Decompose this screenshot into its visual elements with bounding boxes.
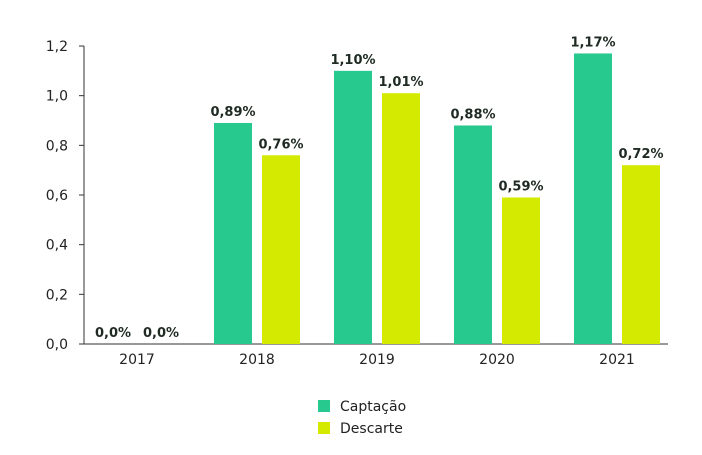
data-label: 0,72% [618,147,663,162]
data-labels-group: 0,0% 0,0% 0,89% 0,76% 1,10%1,01% 0,88% 0,59% 1,… [95,35,664,341]
bar-descarte-2021 [622,165,660,344]
x-tick-label: 2017 [119,352,155,368]
bar-descarte-2018 [262,155,300,344]
x-tick-label: 2021 [599,352,635,368]
bar-captacao-2020 [454,125,492,344]
x-axis: 2017 2018 2019 2020 2021 [84,343,668,368]
y-tick-label: 0,0 [46,337,68,353]
legend-swatch [318,422,330,434]
x-tick-label: 2020 [479,352,515,368]
y-tick-label: 1,0 [46,89,68,105]
legend: Captação Descarte [318,399,406,437]
data-label: 1,10% [330,53,375,68]
bar-descarte-2020 [502,197,540,344]
data-label: 0,0% [95,326,131,341]
bar-descarte-2019 [382,93,420,344]
x-tick-label: 2018 [239,352,275,368]
bars-group [214,53,660,344]
bar-captacao-2019 [334,70,372,344]
data-label: 0,76% [258,137,303,152]
data-label: 0,59% [498,179,543,194]
y-axis: 0,0 0,2 0,4 0,6 0,8 1,0 1,2 [46,39,85,353]
legend-label: Captação [340,399,406,415]
y-tick-label: 1,2 [46,39,68,55]
y-tick-label: 0,2 [46,287,68,303]
data-label: 0,0% [143,326,179,341]
data-label: 0,89% [210,105,255,120]
y-tick-label: 0,4 [46,238,68,254]
bar-captacao-2021 [574,53,612,344]
y-tick-label: 0,6 [46,188,68,204]
legend-swatch [318,400,330,412]
x-tick-label: 2019 [359,352,395,368]
data-label: 1,17% [570,35,615,50]
legend-label: Descarte [340,421,403,437]
y-tick-label: 0,8 [46,138,68,154]
data-label: 1,01% [378,75,423,90]
bar-captacao-2018 [214,122,252,344]
data-label: 0,88% [450,107,495,122]
